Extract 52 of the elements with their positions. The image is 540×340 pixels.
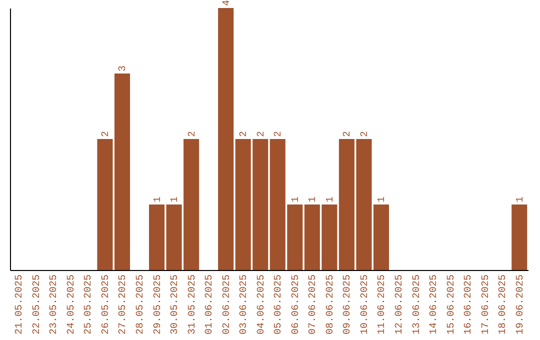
x-tick-label: 12.06.2025 <box>394 274 406 335</box>
x-tick-label: 31.05.2025 <box>187 274 198 335</box>
data-label: 2 <box>360 130 371 137</box>
data-label: 2 <box>239 130 250 137</box>
x-tick-label: 08.06.2025 <box>325 274 336 335</box>
bar <box>218 8 234 270</box>
x-tick-label: 24.05.2025 <box>66 274 78 335</box>
x-tick-label: 28.05.2025 <box>136 274 146 335</box>
x-tick-label: 22.05.2025 <box>32 274 43 335</box>
x-tick-label: 09.06.2025 <box>342 274 354 335</box>
data-label: 1 <box>515 196 526 202</box>
x-tick-label: 06.06.2025 <box>290 274 302 335</box>
x-tick-label: 18.06.2025 <box>498 274 510 335</box>
x-tick-label: 02.06.2025 <box>222 274 233 335</box>
x-tick-label: 26.05.2025 <box>100 274 112 335</box>
bar <box>148 204 165 270</box>
data-label: 1 <box>290 196 302 202</box>
x-tick-label: 27.05.2025 <box>118 274 130 335</box>
data-label: 2 <box>342 130 354 137</box>
data-label: 2 <box>100 130 112 137</box>
x-tick-label: 11.06.2025 <box>377 274 388 335</box>
x-tick-label: 03.06.2025 <box>239 274 250 335</box>
x-tick-label: 23.05.2025 <box>49 274 60 335</box>
data-label: 1 <box>308 196 320 202</box>
data-label: 1 <box>170 196 182 202</box>
bar <box>114 74 130 270</box>
x-tick-label: 21.05.2025 <box>14 274 26 335</box>
x-tick-label: 05.06.2025 <box>274 274 285 335</box>
x-tick-label: 19.06.2025 <box>515 274 526 335</box>
data-label: 1 <box>377 196 388 202</box>
x-tick-label: 16.06.2025 <box>464 274 475 335</box>
data-label: 2 <box>187 130 198 137</box>
data-label: 3 <box>118 65 130 72</box>
data-label: 1 <box>325 196 336 202</box>
bar <box>512 204 528 270</box>
x-tick-label: 15.06.2025 <box>446 274 458 335</box>
x-tick-label: 25.05.2025 <box>84 274 95 335</box>
x-tick-label: 04.06.2025 <box>256 274 268 335</box>
data-label: 4 <box>222 0 233 6</box>
data-label: 2 <box>256 130 268 137</box>
x-tick-label: 17.06.2025 <box>480 274 492 335</box>
bar <box>373 204 390 270</box>
x-tick-label: 01.06.2025 <box>204 274 216 335</box>
x-tick-label: 29.05.2025 <box>152 274 164 335</box>
bar <box>97 139 113 270</box>
x-tick-label: 14.06.2025 <box>429 274 440 335</box>
x-tick-label: 30.05.2025 <box>170 274 182 335</box>
data-label: 1 <box>152 196 164 202</box>
x-tick-label: 07.06.2025 <box>308 274 320 335</box>
x-tick-label: 13.06.2025 <box>412 274 423 335</box>
data-label: 2 <box>274 130 285 137</box>
x-tick-label: 10.06.2025 <box>360 274 371 335</box>
